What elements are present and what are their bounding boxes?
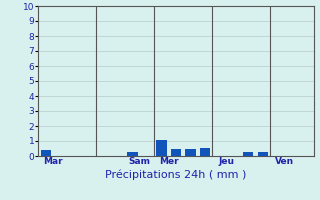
Bar [185,148,196,156]
Bar [171,148,181,156]
Bar [243,152,253,156]
Bar [127,152,138,156]
X-axis label: Précipitations 24h ( mm ): Précipitations 24h ( mm ) [105,169,247,180]
Bar [200,148,210,156]
Bar [258,152,268,156]
Bar [41,150,51,156]
Bar [156,140,167,156]
